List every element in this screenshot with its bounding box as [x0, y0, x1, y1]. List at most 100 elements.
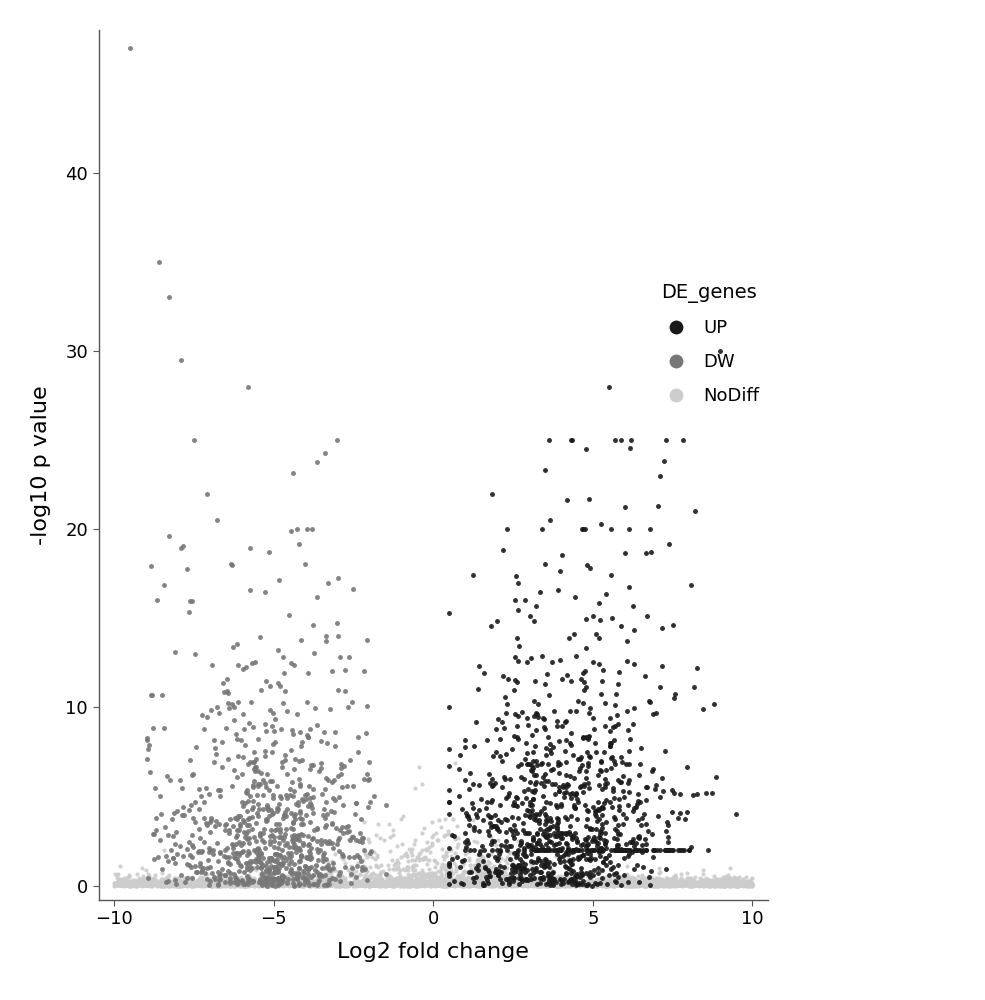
Point	[507, 875, 523, 891]
Point	[275, 810, 291, 826]
Point	[618, 877, 633, 893]
Point	[252, 828, 268, 844]
Point	[708, 871, 724, 887]
Point	[567, 787, 583, 803]
Point	[375, 877, 391, 893]
Point	[709, 873, 725, 889]
Point	[578, 877, 594, 893]
Point	[285, 465, 300, 481]
Point	[425, 829, 440, 845]
Point	[161, 877, 176, 893]
Point	[558, 866, 574, 882]
Point	[396, 873, 412, 889]
Point	[730, 877, 746, 893]
Point	[356, 875, 371, 891]
Point	[558, 877, 573, 893]
Point	[132, 870, 148, 886]
Point	[213, 877, 229, 893]
Point	[194, 862, 210, 878]
Point	[673, 870, 689, 886]
Point	[202, 859, 218, 875]
Point	[616, 867, 631, 883]
Point	[296, 878, 311, 894]
Point	[460, 875, 476, 891]
Point	[716, 876, 732, 892]
Point	[436, 874, 452, 890]
Point	[492, 863, 507, 879]
Point	[569, 868, 585, 884]
Point	[593, 840, 609, 856]
Point	[256, 877, 272, 893]
Point	[261, 864, 277, 880]
Point	[416, 877, 431, 893]
Point	[301, 848, 317, 864]
Point	[548, 872, 563, 888]
Point	[268, 874, 284, 890]
Point	[131, 875, 147, 891]
Point	[389, 873, 405, 889]
Point	[209, 873, 225, 889]
Point	[292, 876, 307, 892]
Point	[673, 874, 689, 890]
Point	[371, 878, 387, 894]
Point	[436, 877, 452, 893]
Point	[328, 877, 344, 893]
Point	[392, 878, 408, 894]
Point	[357, 876, 372, 892]
Point	[690, 875, 705, 891]
Point	[488, 870, 503, 886]
Point	[402, 869, 418, 885]
Point	[732, 876, 748, 892]
Point	[421, 876, 436, 892]
Point	[112, 871, 128, 887]
Point	[670, 874, 686, 890]
Point	[619, 869, 634, 885]
Point	[291, 840, 306, 856]
Point	[688, 874, 703, 890]
Point	[638, 608, 654, 624]
Point	[528, 877, 544, 893]
Point	[139, 751, 155, 767]
Point	[246, 754, 262, 770]
Point	[362, 875, 378, 891]
Point	[517, 876, 533, 892]
Point	[525, 877, 541, 893]
Point	[591, 874, 607, 890]
Point	[576, 875, 592, 891]
Point	[384, 876, 400, 892]
Point	[407, 780, 423, 796]
Point	[512, 872, 528, 888]
Point	[632, 875, 648, 891]
Point	[299, 786, 315, 802]
Point	[578, 874, 594, 890]
Point	[174, 875, 190, 891]
Point	[275, 877, 291, 893]
Point	[245, 877, 261, 893]
Point	[441, 876, 457, 892]
Point	[744, 876, 759, 892]
Point	[270, 871, 286, 887]
Point	[496, 872, 512, 888]
Point	[111, 876, 127, 892]
Point	[204, 876, 220, 892]
Point	[257, 584, 273, 600]
Point	[648, 877, 664, 893]
Point	[151, 876, 166, 892]
Point	[139, 875, 155, 891]
Point	[554, 798, 569, 814]
Point	[394, 871, 410, 887]
Point	[173, 877, 189, 893]
Point	[275, 877, 291, 893]
Point	[417, 874, 432, 890]
Point	[674, 873, 689, 889]
Point	[410, 877, 426, 893]
Point	[571, 866, 587, 882]
Point	[544, 876, 559, 892]
Point	[129, 876, 145, 892]
Point	[453, 853, 469, 869]
Point	[555, 878, 570, 894]
Point	[459, 876, 475, 892]
Point	[553, 877, 568, 893]
Point	[236, 721, 252, 737]
Point	[567, 874, 583, 890]
